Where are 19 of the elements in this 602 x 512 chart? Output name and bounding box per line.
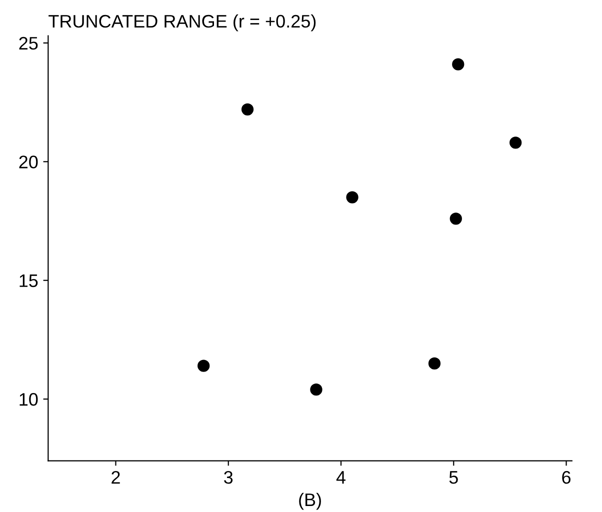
- y-tick-label: 20: [19, 156, 38, 168]
- x-tick-label: 6: [562, 471, 570, 484]
- y-tick-label: 15: [20, 274, 38, 288]
- point: [241, 103, 254, 116]
- point: [346, 191, 358, 204]
- x-tick-label: 3: [224, 471, 233, 484]
- x-axis-title: (B): [299, 492, 321, 510]
- point: [428, 357, 441, 370]
- x-tick-label: 2: [112, 471, 120, 484]
- point: [452, 58, 464, 70]
- chart-title: TRUNCATED RANGE (r = +0.25): [48, 14, 316, 32]
- point: [198, 360, 210, 372]
- point: [450, 212, 462, 225]
- x-tick-label: 5: [449, 471, 458, 484]
- y-tick-label: 25: [19, 36, 38, 50]
- x-tick-label: 4: [336, 471, 346, 484]
- point: [310, 384, 322, 396]
- point: [510, 136, 522, 149]
- y-tick-label: 10: [20, 393, 38, 406]
